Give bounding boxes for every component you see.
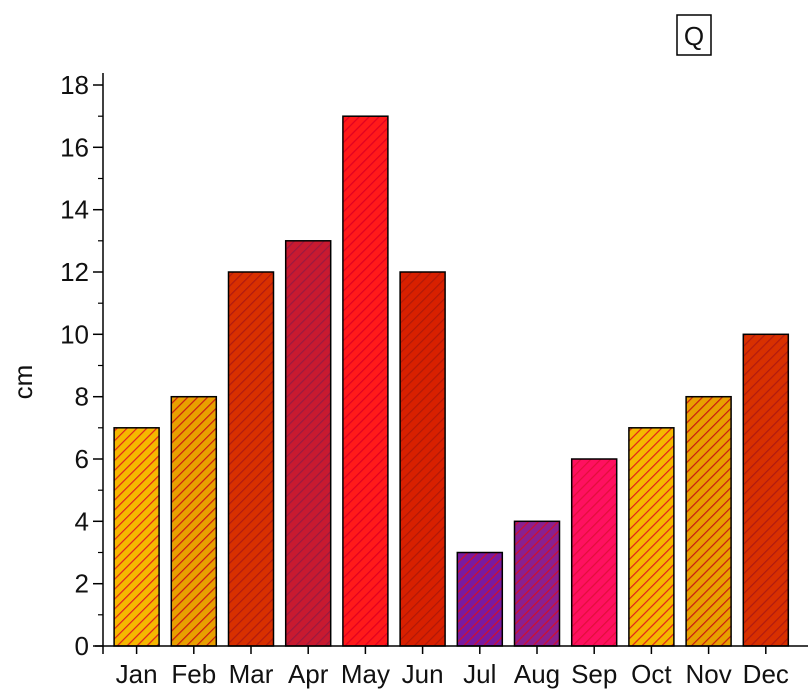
y-tick-label: 0 <box>75 631 89 661</box>
x-tick-label-jun: Jun <box>402 659 444 689</box>
x-tick-label-jan: Jan <box>116 659 158 689</box>
bar-aug <box>513 520 561 647</box>
y-tick-label: 12 <box>60 257 89 287</box>
y-tick-label: 18 <box>60 70 89 100</box>
legend-box: Q <box>676 14 712 56</box>
legend-text: Q <box>684 21 704 51</box>
y-tick-label: 8 <box>75 382 89 412</box>
y-tick-label: 2 <box>75 569 89 599</box>
bar-feb <box>170 395 218 647</box>
x-tick-label-dec: Dec <box>743 659 789 689</box>
x-tick-label-apr: Apr <box>288 659 329 689</box>
bar-jun <box>399 271 446 647</box>
x-tick-label-feb: Feb <box>171 659 216 689</box>
axes: Jan Feb Mar Apr May Jun Jul Aug Sep Oct Nov Dec 0 2 4 6… <box>60 70 808 689</box>
y-tick-label: 6 <box>75 444 89 474</box>
bar-dec <box>742 333 790 647</box>
y-tick-label: 14 <box>60 195 89 225</box>
bars-layer <box>113 115 790 647</box>
bar-may <box>342 115 389 647</box>
bar-nov <box>685 395 732 647</box>
y-tick-label: 16 <box>60 132 89 162</box>
x-tick-label-jul: Jul <box>463 659 496 689</box>
x-tick-label-sep: Sep <box>571 659 617 689</box>
bar-mar <box>227 271 275 647</box>
bar-apr <box>284 240 332 647</box>
y-tick-label: 4 <box>75 506 89 536</box>
x-tick-label-oct: Oct <box>631 659 672 689</box>
x-tick-label-may: May <box>341 659 390 689</box>
x-tick-label-mar: Mar <box>229 659 274 689</box>
y-axis-title: cm <box>8 365 38 400</box>
y-tick-label: 10 <box>60 319 89 349</box>
x-tick-label-nov: Nov <box>685 659 731 689</box>
bar-sep <box>570 458 618 647</box>
bar-jul <box>456 551 504 647</box>
bar-oct <box>628 427 675 647</box>
x-tick-label-aug: Aug <box>514 659 560 689</box>
bar-jan <box>113 427 160 647</box>
